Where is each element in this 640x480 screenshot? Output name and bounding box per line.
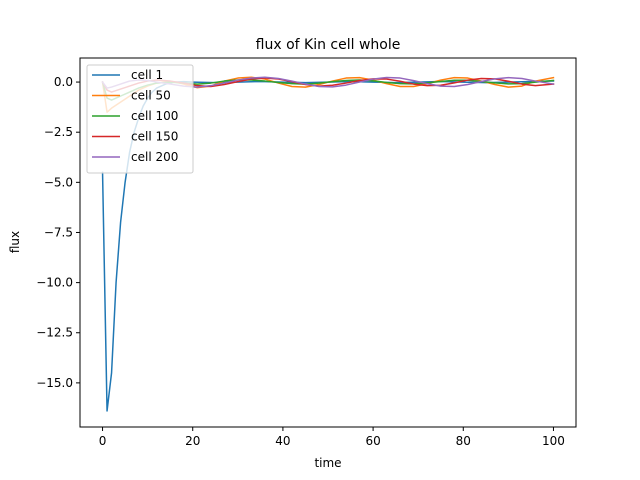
legend-box <box>86 64 194 174</box>
y-tick-label: −7.5 <box>44 225 73 239</box>
y-tick-label: −12.5 <box>36 326 73 340</box>
x-tick-label: 20 <box>185 434 200 448</box>
x-tick-label: 60 <box>365 434 380 448</box>
x-axis-label: time <box>314 456 341 470</box>
y-tick-label: 0.0 <box>54 75 73 89</box>
legend: cell 1 cell 50 cell 100 cell 150 cell 200 <box>86 64 194 174</box>
y-axis-ticks: 0.0 −2.5 −5.0 −7.5 −10.0 −12.5 −15.0 <box>36 75 80 390</box>
x-tick-label: 0 <box>99 434 107 448</box>
legend-label: cell 150 <box>131 130 178 144</box>
y-tick-label: −15.0 <box>36 376 73 390</box>
legend-label: cell 200 <box>131 150 178 164</box>
legend-label: cell 1 <box>131 68 163 82</box>
x-axis-ticks: 0 20 40 60 80 100 <box>99 427 565 448</box>
y-tick-label: −2.5 <box>44 125 73 139</box>
y-axis-label: flux <box>8 231 22 253</box>
y-tick-label: −5.0 <box>44 175 73 189</box>
legend-label: cell 50 <box>131 89 171 103</box>
plot-area-frame <box>79 57 577 428</box>
legend-label: cell 100 <box>131 109 178 123</box>
y-tick-label: −10.0 <box>36 276 73 290</box>
x-tick-label: 40 <box>275 434 290 448</box>
x-tick-label: 80 <box>456 434 471 448</box>
x-tick-label: 100 <box>542 434 565 448</box>
chart-title: flux of Kin cell whole <box>256 37 401 53</box>
